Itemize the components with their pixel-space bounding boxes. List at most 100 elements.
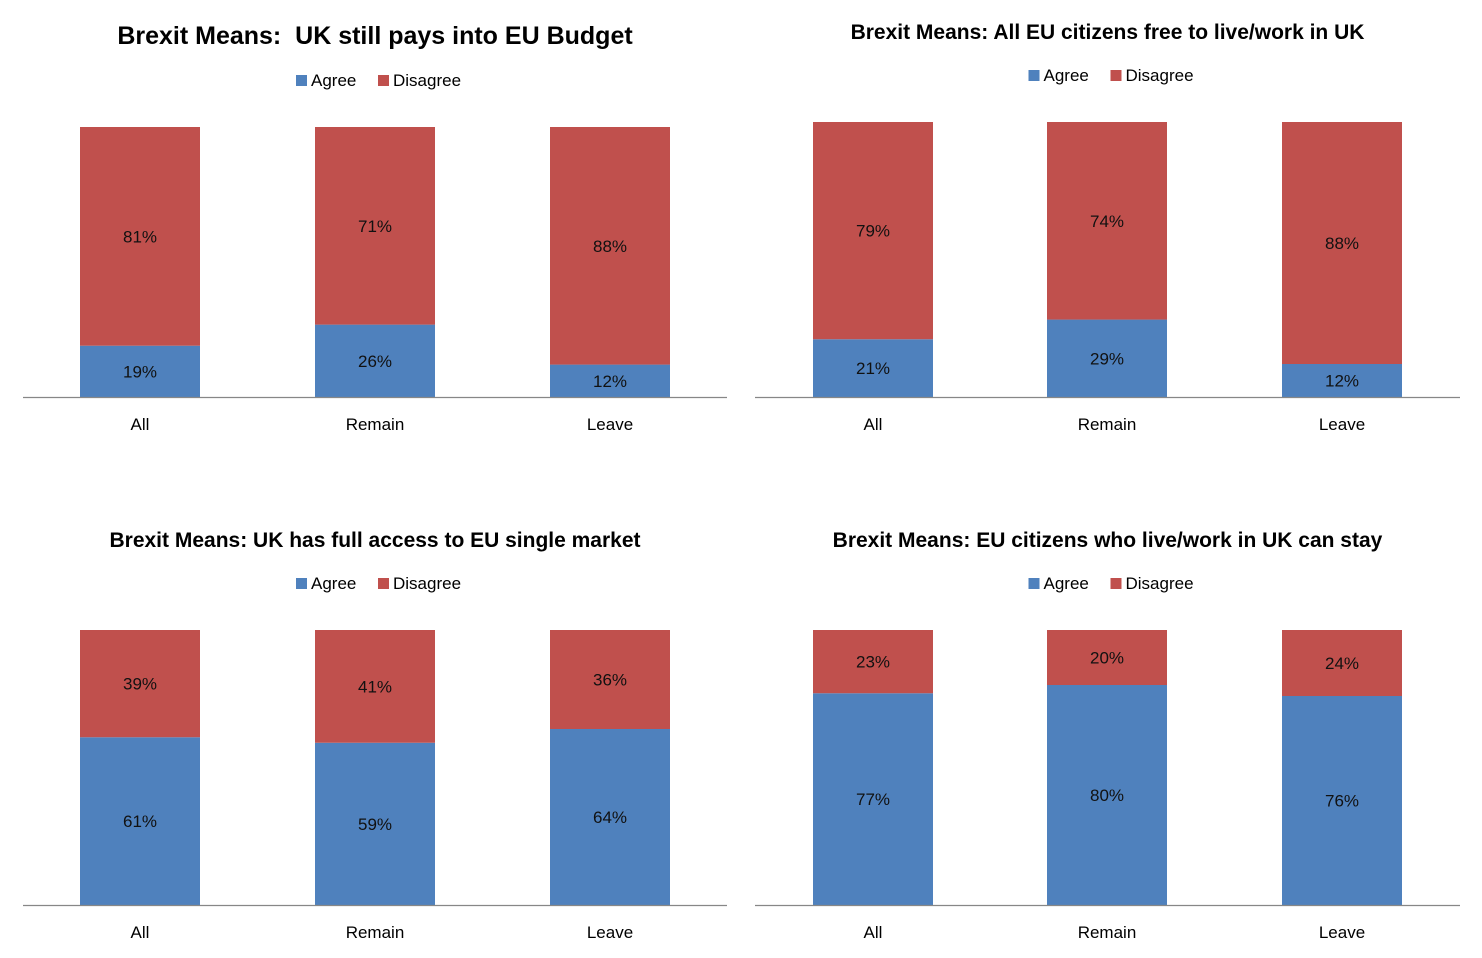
bar-disagree-remain <box>315 127 435 325</box>
data-label-disagree-leave: 36% <box>593 671 627 690</box>
bar-stack-remain: 59% 41% <box>315 630 435 905</box>
legend-swatch-agree <box>1028 578 1040 589</box>
bar-stack-leave: 12% 88% <box>550 127 670 397</box>
data-label-disagree-remain: 74% <box>1090 212 1124 231</box>
legend-label-disagree: Disagree <box>393 574 461 593</box>
legend-swatch-agree <box>296 578 307 589</box>
data-label-disagree-all: 79% <box>856 222 890 241</box>
category-label-remain: Remain <box>1078 923 1137 942</box>
bar-agree-remain <box>315 324 435 397</box>
category-label-remain: Remain <box>346 923 405 942</box>
chart-svg: Brexit Means: EU citizens who live/work … <box>755 529 1460 942</box>
category-label-all: All <box>131 415 150 434</box>
legend-swatch-disagree <box>378 578 389 589</box>
category-label-all: All <box>131 923 150 942</box>
chart-title: Brexit Means: EU citizens who live/work … <box>833 529 1383 552</box>
data-label-agree-remain: 59% <box>358 815 392 834</box>
bar-agree-all <box>813 339 933 397</box>
bar-agree-leave <box>1282 364 1402 397</box>
legend-label-disagree: Disagree <box>1126 574 1194 593</box>
chart-title: Brexit Means: UK still pays into EU Budg… <box>117 22 633 50</box>
bar-agree-remain <box>315 742 435 905</box>
bar-disagree-leave <box>550 630 670 729</box>
data-label-agree-leave: 76% <box>1325 792 1359 811</box>
bar-agree-leave <box>550 729 670 905</box>
bar-disagree-all <box>80 630 200 738</box>
data-label-agree-all: 77% <box>856 790 890 809</box>
bar-agree-remain <box>1047 319 1167 397</box>
bar-disagree-remain <box>1047 630 1167 685</box>
legend-swatch-agree <box>1028 70 1040 81</box>
bar-agree-all <box>80 737 200 905</box>
data-label-agree-all: 21% <box>856 359 890 378</box>
data-label-disagree-all: 23% <box>856 653 890 672</box>
bar-stack-all: 21% 79% <box>813 122 933 397</box>
legend-label-agree: Agree <box>1044 574 1089 593</box>
data-label-agree-leave: 64% <box>593 808 627 827</box>
chart-svg: Brexit Means: UK has full access to EU s… <box>23 529 727 942</box>
bar-stack-leave: 64% 36% <box>550 630 670 905</box>
legend-label-agree: Agree <box>1044 66 1089 85</box>
data-label-disagree-leave: 88% <box>1325 234 1359 253</box>
category-label-all: All <box>864 415 883 434</box>
bar-stack-all: 77% 23% <box>813 630 933 905</box>
data-label-disagree-leave: 88% <box>593 237 627 256</box>
chart-eu-citizens-free-to-live-work: Brexit Means: All EU citizens free to li… <box>741 0 1482 479</box>
legend-label-agree: Agree <box>311 71 356 90</box>
data-label-disagree-leave: 24% <box>1325 654 1359 673</box>
legend: Agree Disagree <box>296 574 461 593</box>
legend-swatch-disagree <box>1110 578 1122 589</box>
category-label-leave: Leave <box>1319 415 1365 434</box>
data-label-agree-remain: 29% <box>1090 349 1124 368</box>
bar-stack-remain: 80% 20% <box>1047 630 1167 905</box>
data-label-agree-leave: 12% <box>1325 372 1359 391</box>
bar-stack-leave: 76% 24% <box>1282 630 1402 905</box>
legend: Agree Disagree <box>1028 574 1194 593</box>
chart-full-access-single-market: Brexit Means: UK has full access to EU s… <box>0 479 741 958</box>
data-label-agree-all: 19% <box>123 362 157 381</box>
category-label-remain: Remain <box>1078 415 1137 434</box>
bar-agree-leave <box>1282 696 1402 905</box>
chart-svg: Brexit Means: All EU citizens free to li… <box>755 21 1460 434</box>
category-label-leave: Leave <box>587 923 633 942</box>
legend-label-disagree: Disagree <box>1126 66 1194 85</box>
data-label-agree-remain: 26% <box>358 352 392 371</box>
data-label-disagree-remain: 20% <box>1090 649 1124 668</box>
chart-eu-citizens-can-stay: Brexit Means: EU citizens who live/work … <box>741 479 1482 958</box>
bar-stack-all: 19% 81% <box>80 127 200 397</box>
data-label-agree-leave: 12% <box>593 372 627 391</box>
bar-agree-all <box>813 693 933 905</box>
legend-swatch-disagree <box>1110 70 1122 81</box>
data-label-disagree-remain: 71% <box>358 217 392 236</box>
bar-stack-all: 61% 39% <box>80 630 200 905</box>
bar-disagree-leave <box>1282 630 1402 696</box>
bar-disagree-remain <box>315 630 435 743</box>
legend-label-agree: Agree <box>311 574 356 593</box>
legend-swatch-agree <box>296 75 307 86</box>
chart-svg: Brexit Means: UK still pays into EU Budg… <box>23 22 727 434</box>
bar-stack-remain: 29% 74% <box>1047 122 1167 397</box>
category-label-all: All <box>864 923 883 942</box>
bar-disagree-remain <box>1047 122 1167 320</box>
bar-stack-leave: 12% 88% <box>1282 122 1402 397</box>
data-label-agree-all: 61% <box>123 812 157 831</box>
legend-label-disagree: Disagree <box>393 71 461 90</box>
bar-disagree-leave <box>550 127 670 365</box>
legend: Agree Disagree <box>296 71 461 90</box>
chart-title: Brexit Means: All EU citizens free to li… <box>851 21 1365 44</box>
legend: Agree Disagree <box>1028 66 1194 85</box>
data-label-agree-remain: 80% <box>1090 786 1124 805</box>
legend-swatch-disagree <box>378 75 389 86</box>
category-label-leave: Leave <box>1319 923 1365 942</box>
bar-agree-remain <box>1047 685 1167 905</box>
data-label-disagree-all: 39% <box>123 675 157 694</box>
bar-agree-all <box>80 345 200 397</box>
bar-stack-remain: 26% 71% <box>315 127 435 397</box>
bar-disagree-all <box>813 630 933 694</box>
category-label-leave: Leave <box>587 415 633 434</box>
bar-disagree-all <box>80 127 200 346</box>
chart-title: Brexit Means: UK has full access to EU s… <box>109 529 640 552</box>
category-label-remain: Remain <box>346 415 405 434</box>
bar-agree-leave <box>550 364 670 397</box>
bar-disagree-leave <box>1282 122 1402 364</box>
